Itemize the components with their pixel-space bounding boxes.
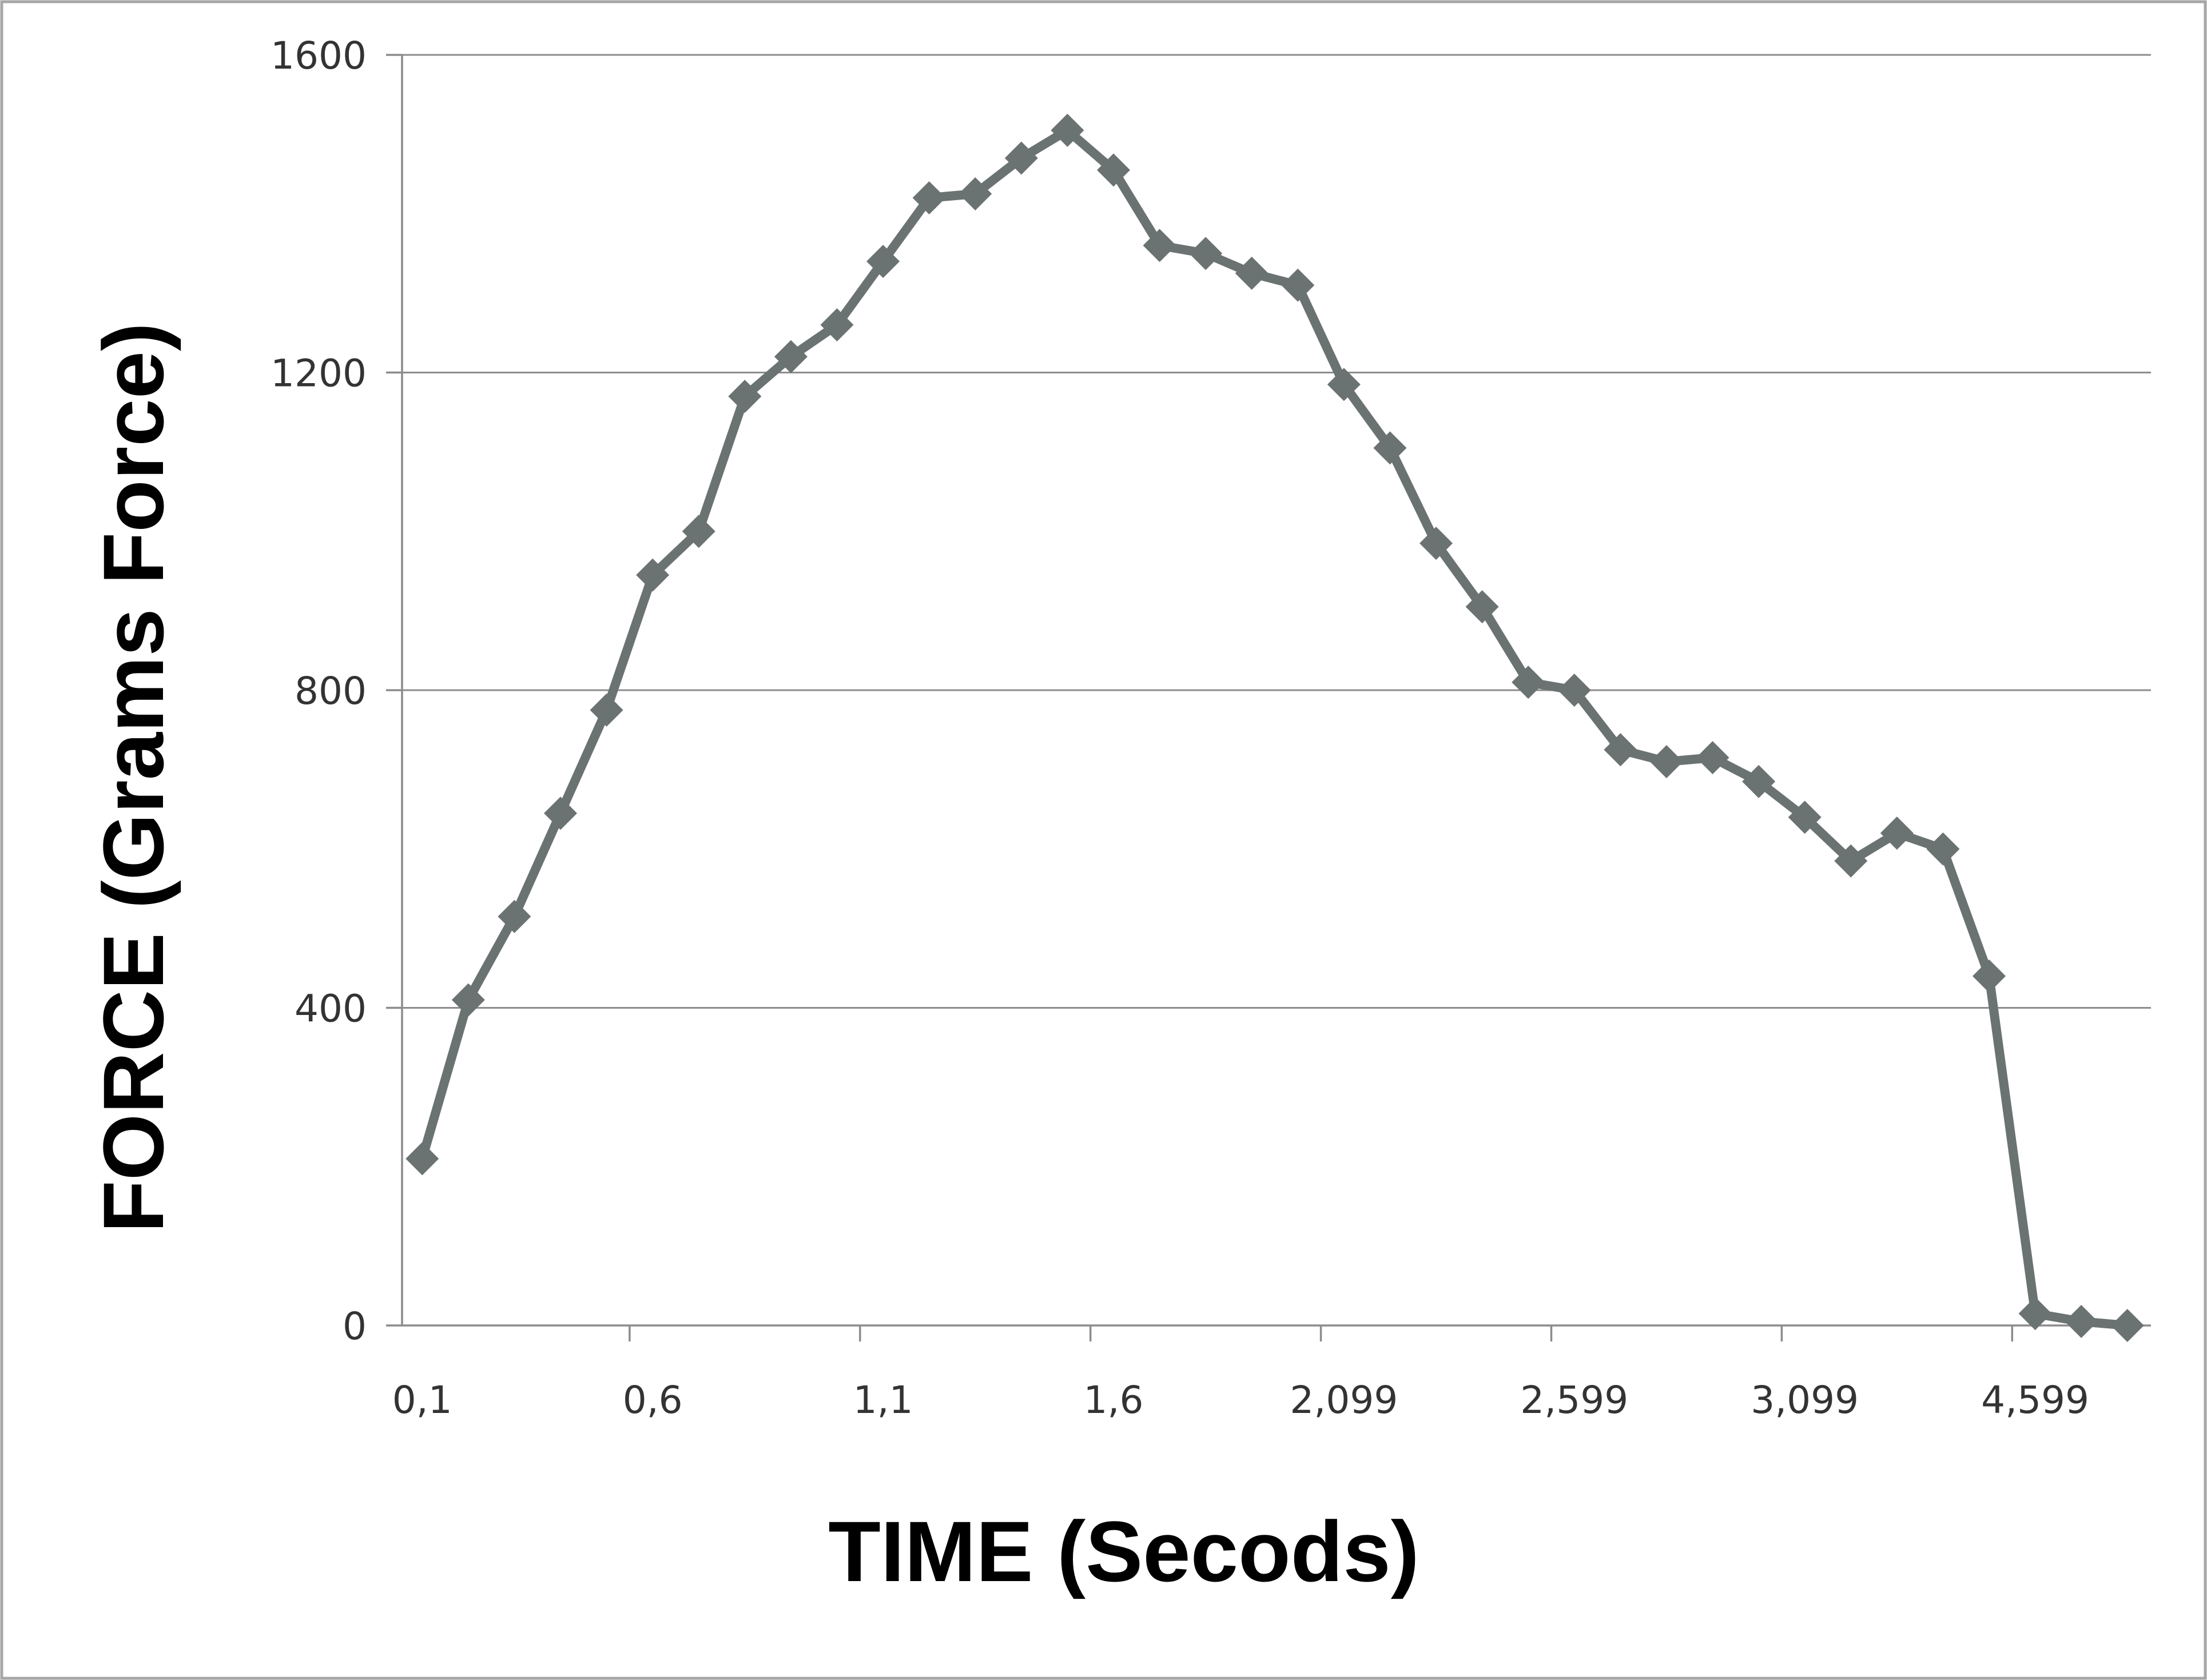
data-point-marker [1926, 832, 1960, 866]
data-point-marker [2065, 1305, 2098, 1339]
data-point-marker [1649, 745, 1683, 778]
data-point-marker [1696, 741, 1729, 775]
data-point-marker [2018, 1297, 2052, 1331]
data-point-marker [1512, 666, 1545, 699]
data-point-marker [866, 245, 900, 278]
data-point-marker [1096, 153, 1130, 187]
data-point-marker [1465, 590, 1499, 624]
x-tick-label: 2,099 [1290, 1378, 1398, 1422]
data-point-marker [1419, 527, 1453, 560]
data-point-marker [1373, 431, 1407, 465]
data-point-marker [728, 380, 762, 413]
data-point-marker [1051, 113, 1084, 147]
data-point-marker [1834, 844, 1868, 878]
data-point-marker [2110, 1309, 2144, 1342]
x-tick-label: 2,599 [1520, 1378, 1628, 1422]
data-point-marker [590, 693, 623, 727]
data-point-marker [1004, 141, 1038, 175]
data-point-marker [451, 983, 485, 1017]
axes [386, 54, 2151, 1341]
y-tick-label: 1200 [271, 352, 367, 396]
x-tick-label: 1,1 [853, 1378, 913, 1422]
data-point-marker [1281, 268, 1315, 302]
x-tick-label: 3,099 [1751, 1378, 1859, 1422]
data-point-marker [820, 308, 854, 342]
data-point-marker [544, 797, 578, 830]
x-tick-label: 0,1 [392, 1378, 452, 1422]
data-point-marker [1557, 674, 1591, 707]
y-tick-label: 1600 [271, 34, 367, 78]
x-axis-title: TIME (Secods) [828, 1503, 1419, 1599]
data-point-marker [1235, 256, 1268, 290]
data-point-marker [405, 1142, 439, 1176]
data-point-marker [1604, 733, 1637, 767]
y-tick-label: 800 [295, 669, 367, 713]
y-tick-label: 0 [343, 1304, 367, 1348]
data-point-marker [1788, 801, 1822, 834]
data-point-marker [912, 181, 946, 214]
series-layer [405, 113, 2144, 1342]
data-point-marker [959, 177, 992, 211]
tick-labels: 0 400 800 1200 1600 0,1 0,6 1,1 1,6 2,099 2,599 3,0… [271, 34, 2089, 1422]
x-tick-label: 0,6 [623, 1378, 683, 1422]
data-point-marker [1880, 816, 1914, 850]
gridlines [402, 54, 2151, 1009]
data-point-marker [774, 340, 808, 373]
data-point-marker [1143, 229, 1176, 262]
data-point-marker [498, 899, 531, 933]
x-tick-label: 1,6 [1084, 1378, 1144, 1422]
data-point-marker [1189, 237, 1223, 270]
data-point-marker [682, 515, 715, 548]
y-axis-title: FORCE (Grams Force) [85, 323, 181, 1233]
data-point-marker [636, 558, 670, 592]
data-point-marker [1327, 368, 1361, 401]
y-tick-label: 400 [295, 987, 367, 1031]
data-point-marker [1742, 765, 1776, 798]
x-tick-label: 4,599 [1981, 1378, 2089, 1422]
data-point-marker [1973, 959, 2006, 993]
